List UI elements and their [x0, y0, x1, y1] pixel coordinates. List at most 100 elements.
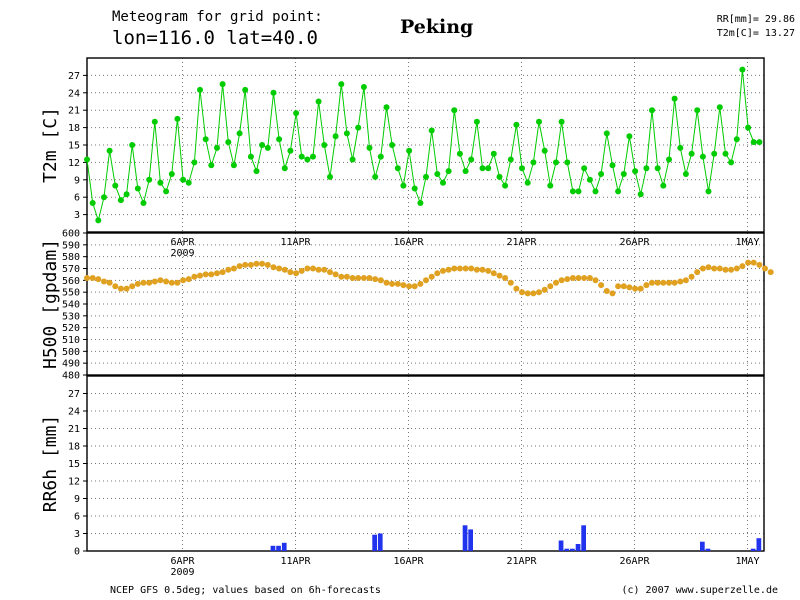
h500-point [586, 275, 593, 281]
t2m-point [168, 171, 175, 177]
t2m-point [598, 171, 605, 177]
t2m-point [722, 150, 729, 157]
h500-point [649, 279, 655, 286]
y-tick-label: 590 [62, 240, 80, 251]
t2m-point [298, 153, 305, 160]
y-tick-label: 18 [68, 123, 80, 134]
h500-point [202, 271, 209, 278]
h500-point [417, 280, 424, 287]
y-tick-label: 570 [62, 264, 80, 275]
t2m-point [728, 159, 735, 166]
y-tick-label: 600 [62, 229, 80, 240]
t2m-point [101, 194, 107, 201]
t2m-point [541, 147, 548, 154]
x-tick-label: 1MAY [735, 237, 759, 248]
t2m-point [219, 81, 226, 88]
y-tick-label: 6 [74, 512, 80, 523]
h500-point [208, 271, 215, 278]
h500-point [253, 260, 260, 267]
h500-point [666, 279, 672, 286]
h500-point [134, 280, 141, 287]
h500-point [168, 279, 175, 286]
t2m-point [360, 84, 367, 90]
t2m-point [620, 171, 627, 177]
h500-point [219, 269, 226, 276]
t2m-point [406, 147, 413, 154]
t2m-point [411, 185, 418, 192]
t2m-point [129, 142, 136, 148]
h500-point [507, 279, 514, 286]
h500-point [722, 266, 729, 273]
t2m-point [739, 66, 746, 73]
h500-point [185, 276, 192, 283]
t2m-point [174, 115, 181, 122]
h500-point [377, 277, 384, 284]
h500-point [423, 277, 429, 284]
h500-point [558, 277, 565, 284]
t2m-point [473, 118, 480, 125]
t2m-point [163, 188, 170, 195]
y-tick-label: 24 [68, 88, 80, 99]
t2m-point [660, 182, 667, 189]
h500-point [473, 266, 480, 273]
h500-point [728, 266, 735, 273]
x-tick-label: 11APR [280, 556, 311, 567]
t2m-point [677, 144, 684, 151]
rr6h-bar [575, 544, 581, 551]
h500-point [513, 285, 520, 292]
t2m-point [315, 98, 322, 105]
h500-point [101, 278, 107, 285]
summary-rr: RR[mm]= 29.86 [717, 14, 795, 25]
h500-point [541, 286, 548, 293]
t2m-point [84, 156, 90, 163]
t2m-point [423, 173, 429, 180]
h500-point [298, 267, 305, 274]
h500-point [95, 276, 102, 283]
h500-point [637, 285, 644, 292]
t2m-point [230, 162, 237, 169]
h500-point [502, 275, 509, 281]
h500-point [163, 278, 170, 285]
t2m-point [490, 150, 497, 157]
h500-point [750, 259, 757, 266]
t2m-point [513, 121, 520, 128]
y-tick-label: 15 [68, 141, 80, 152]
t2m-point [191, 159, 198, 166]
h500-point [609, 290, 616, 297]
h500-point [479, 266, 486, 273]
t2m-point [603, 130, 610, 137]
t2m-point [507, 156, 514, 163]
t2m-point [733, 136, 740, 143]
rr6h-bar [756, 538, 762, 551]
h500-point [230, 265, 237, 272]
t2m-point [366, 144, 373, 151]
y-tick-label: 3 [74, 529, 80, 540]
rr6h-bar [700, 541, 705, 551]
h500-point [632, 285, 639, 292]
h500-point [615, 283, 622, 290]
t2m-point [134, 185, 141, 192]
t2m-point [496, 173, 503, 180]
h500-point [123, 285, 130, 292]
t2m-point [287, 147, 294, 154]
t2m-point [615, 188, 622, 195]
t2m-point [581, 165, 588, 172]
t2m-point [394, 165, 401, 172]
h500-point [270, 264, 277, 271]
t2m-point [671, 95, 678, 102]
t2m-point [208, 162, 215, 169]
h500-point [151, 278, 158, 285]
footer-source: NCEP GFS 0.5deg; values based on 6h-fore… [110, 585, 381, 596]
h500-point [530, 290, 537, 297]
h500-point [643, 282, 650, 289]
t2m-point [451, 107, 458, 114]
h500-point [157, 277, 164, 284]
h500-point [456, 265, 463, 272]
y-tick-label: 21 [68, 106, 80, 117]
h500-point [349, 275, 356, 281]
t2m-point [247, 153, 254, 160]
t2m-point [389, 142, 396, 148]
h500-point [394, 280, 401, 287]
t2m-point [637, 191, 644, 198]
